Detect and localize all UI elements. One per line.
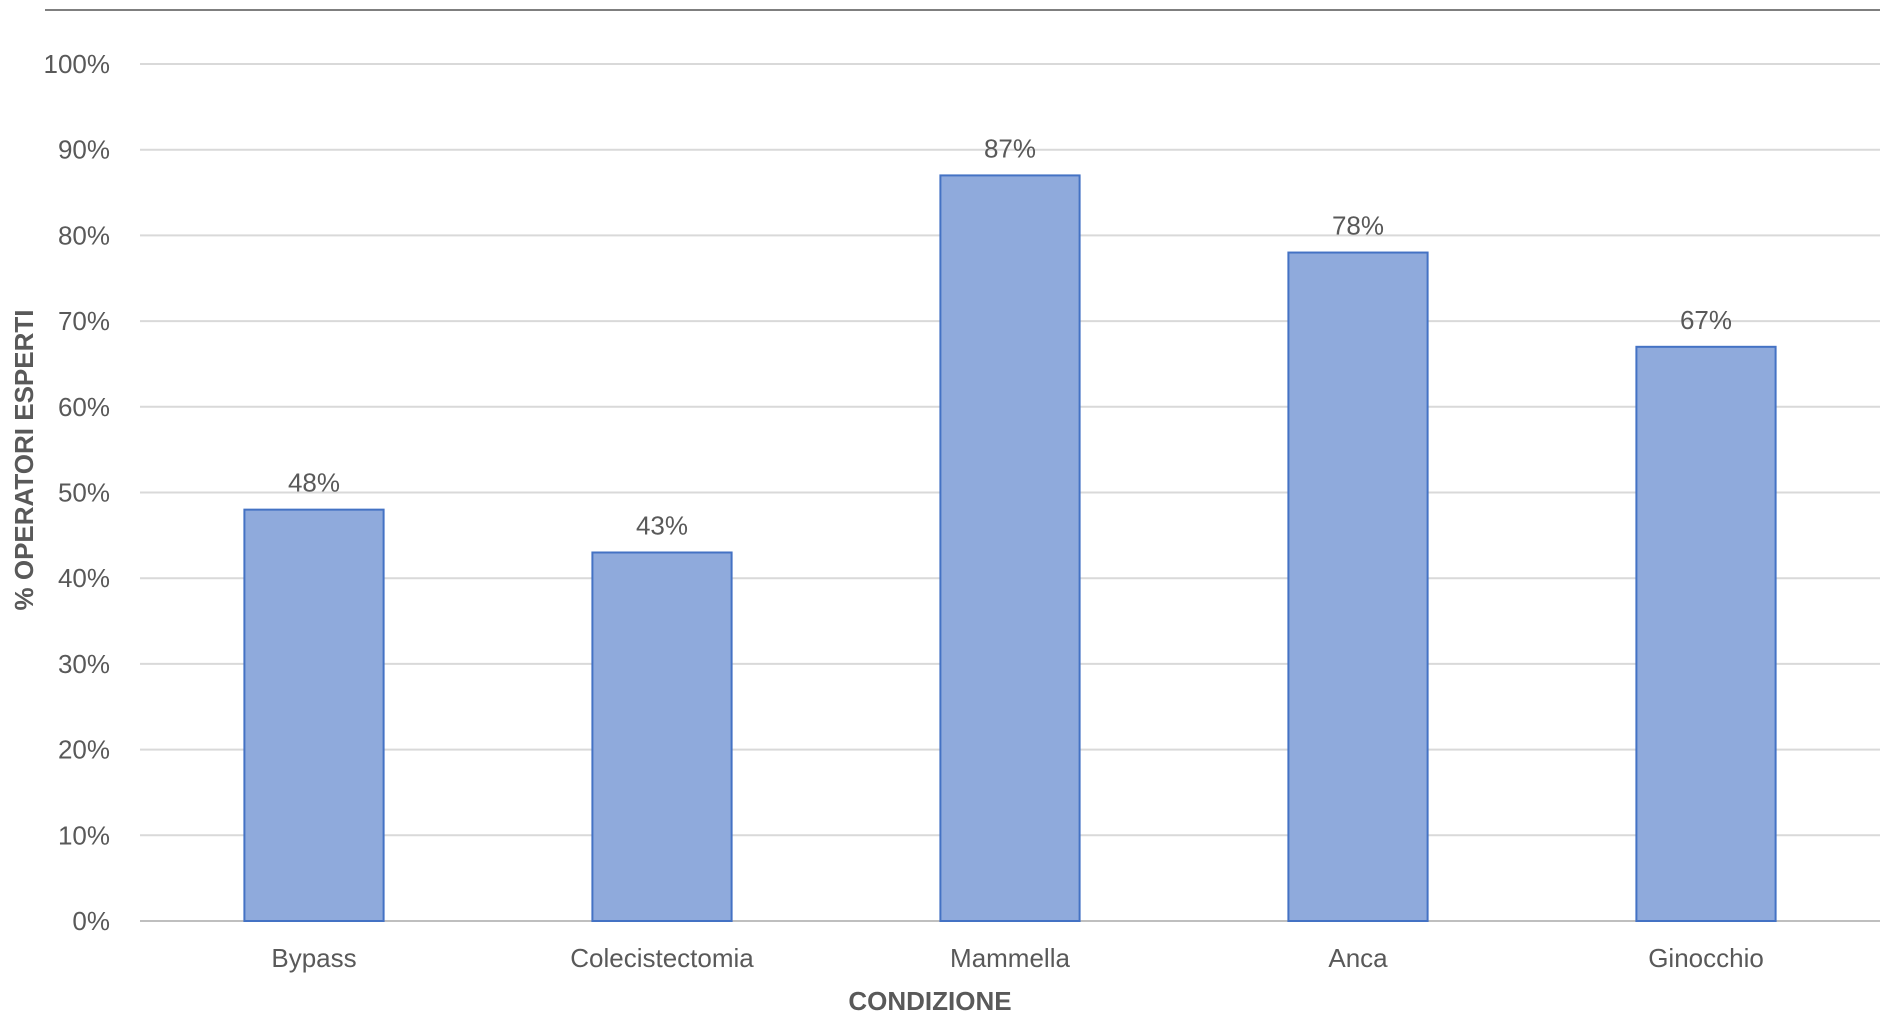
data-labels: 48% 43% 87% 78% 67% bbox=[288, 133, 1732, 540]
y-axis-ticks: 0% 10% 20% 30% 40% 50% 60% 70% 80% 90% 100% bbox=[44, 49, 111, 936]
y-tick-label: 50% bbox=[58, 478, 110, 508]
y-tick-label: 90% bbox=[58, 135, 110, 165]
y-tick-label: 0% bbox=[72, 906, 110, 936]
x-tick-label: Ginocchio bbox=[1648, 943, 1764, 973]
x-axis-ticks: Bypass Colecistectomia Mammella Anca Ginocch… bbox=[271, 943, 1763, 973]
y-tick-label: 80% bbox=[58, 220, 110, 250]
bar bbox=[1287, 251, 1429, 923]
y-tick-label: 40% bbox=[58, 563, 110, 593]
x-tick-label: Mammella bbox=[950, 943, 1070, 973]
x-axis-title: CONDIZIONE bbox=[848, 986, 1011, 1011]
y-axis-title: % OPERATORI ESPERTI bbox=[9, 310, 39, 611]
x-tick-label: Anca bbox=[1328, 943, 1388, 973]
y-tick-label: 70% bbox=[58, 306, 110, 336]
y-tick-label: 10% bbox=[58, 820, 110, 850]
bar-value-label: 48% bbox=[288, 468, 340, 498]
bars bbox=[243, 174, 1777, 923]
bar-value-label: 78% bbox=[1332, 211, 1384, 241]
bar bbox=[1635, 345, 1777, 922]
bar bbox=[939, 174, 1081, 923]
x-tick-label: Bypass bbox=[271, 943, 356, 973]
bar-value-label: 67% bbox=[1680, 305, 1732, 335]
bar-value-label: 43% bbox=[636, 510, 688, 540]
bar bbox=[591, 551, 733, 922]
x-tick-label: Colecistectomia bbox=[570, 943, 754, 973]
bar-value-label: 87% bbox=[984, 133, 1036, 163]
y-tick-label: 100% bbox=[44, 49, 111, 79]
y-tick-label: 30% bbox=[58, 649, 110, 679]
y-tick-label: 60% bbox=[58, 392, 110, 422]
y-tick-label: 20% bbox=[58, 735, 110, 765]
bar bbox=[243, 508, 385, 922]
